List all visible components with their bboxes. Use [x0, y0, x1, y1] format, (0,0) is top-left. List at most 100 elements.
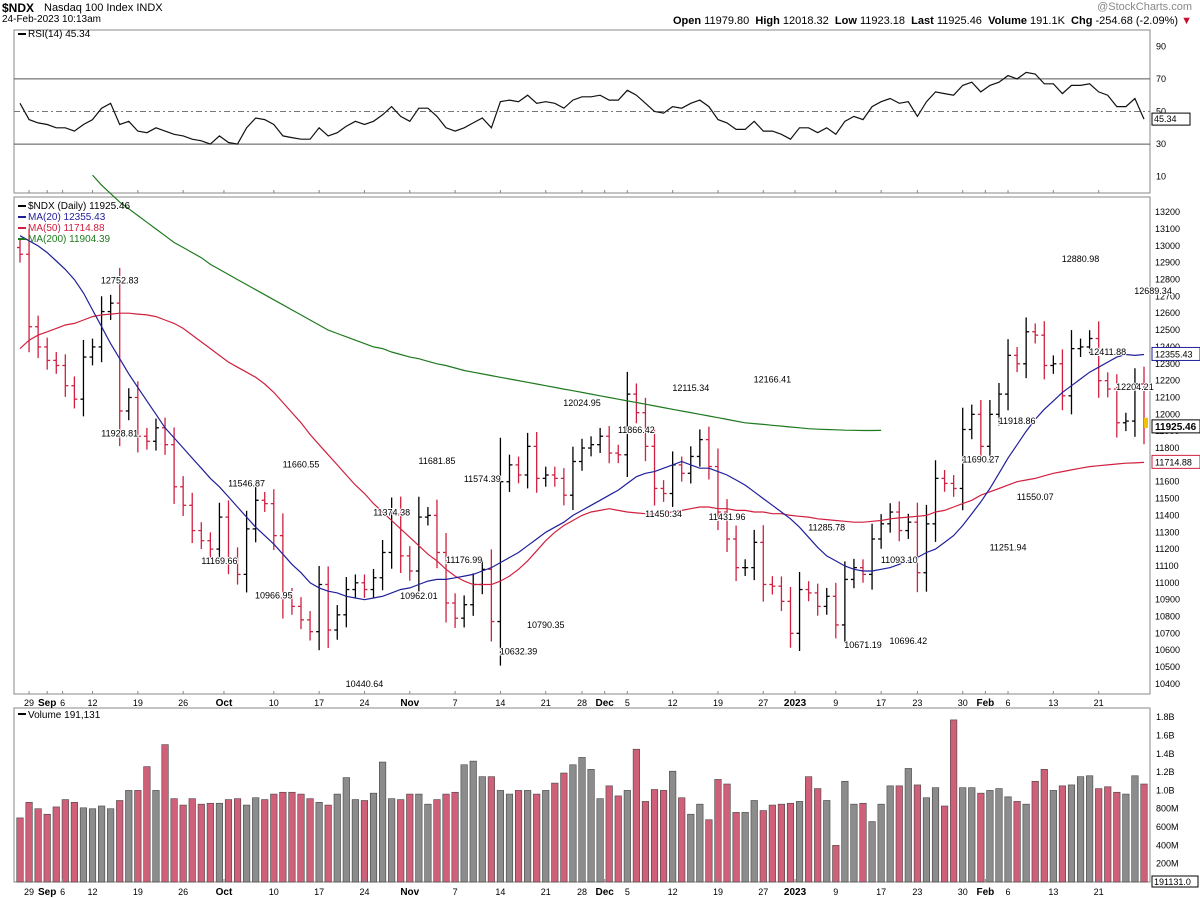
volume-tick-label: 200M [1156, 859, 1179, 869]
date-axis-label: 21 [541, 698, 551, 708]
volume-bar [496, 790, 504, 883]
price-annotation: 12411.88 [1089, 347, 1126, 357]
price-annotation: 11574.39 [464, 474, 501, 484]
volume-bar [43, 813, 51, 883]
price-tick-label: 12200 [1155, 376, 1180, 386]
volume-bar [669, 770, 677, 883]
volume-bar [179, 804, 187, 883]
date-axis-label: 6 [60, 887, 65, 897]
volume-bar [859, 802, 867, 883]
price-legend-label: MA(200) 11904.39 [28, 234, 111, 245]
volume-bar [25, 802, 33, 883]
volume-bar [288, 791, 296, 883]
ma20-line [19, 235, 1145, 601]
volume-bar [705, 819, 713, 883]
rsi-tick-label: 30 [1156, 139, 1166, 149]
rsi-panel-frame [13, 29, 1151, 194]
price-annotation: 10696.42 [890, 636, 928, 646]
date-axis-label: 28 [577, 698, 587, 708]
symbol-label: $NDX [2, 1, 35, 15]
price-tick-label: 12600 [1155, 308, 1180, 318]
volume-bar [1095, 788, 1103, 883]
volume-bar [777, 803, 785, 883]
volume-bar [1122, 793, 1130, 883]
date-axis-label: 12 [668, 698, 678, 708]
volume-tick-label: 1.2B [1156, 767, 1175, 777]
price-annotation: 11176.99 [446, 555, 482, 565]
volume-bar [1004, 796, 1012, 883]
price-annotation: 12752.83 [101, 275, 139, 285]
volume-bar [533, 793, 541, 883]
volume-bar [451, 791, 459, 883]
volume-bar [406, 793, 414, 883]
price-annotation: 12880.98 [1062, 254, 1100, 264]
price-annotation: 12166.41 [754, 374, 792, 384]
rsi-current-box [1151, 112, 1191, 126]
volume-bar [931, 787, 940, 883]
price-tick-label: 12500 [1155, 325, 1180, 335]
volume-bar [623, 790, 631, 883]
rsi-tick-label: 50 [1156, 107, 1166, 117]
date-axis-label: 23 [912, 887, 922, 897]
price-annotation: 11450.34 [645, 509, 682, 519]
volume-bar [52, 806, 60, 883]
volume-bar [170, 798, 178, 883]
volume-bar [134, 790, 142, 883]
volume-bar [678, 797, 686, 883]
date-axis-label: 10 [269, 698, 279, 708]
date-axis-label: 26 [178, 698, 188, 708]
price-annotation: 11550.07 [1017, 492, 1054, 502]
price-tick-label: 12900 [1155, 258, 1180, 268]
price-value-tag-label: 11714.88 [1155, 457, 1192, 467]
volume-bar [388, 798, 396, 883]
price-annotation: 11866.42 [618, 425, 655, 435]
price-annotation: 10440.64 [346, 679, 384, 689]
volume-bar [723, 783, 731, 883]
date-axis-label: 19 [713, 887, 723, 897]
quote-datetime: 24-Feb-2023 10:13am [2, 14, 101, 25]
price-annotation: 11690.27 [962, 455, 999, 465]
price-annotation: 10632.39 [500, 647, 538, 657]
price-tick-label: 11000 [1155, 578, 1179, 588]
volume-bar [478, 776, 486, 883]
volume-bar [786, 802, 795, 883]
price-tick-label: 10900 [1155, 595, 1180, 605]
volume-bar [469, 760, 477, 883]
price-tick-label: 11600 [1155, 477, 1179, 487]
volume-bar [514, 790, 523, 883]
volume-bar [986, 790, 994, 883]
volume-bar [333, 793, 341, 883]
volume-bar [614, 795, 622, 883]
ma50-line [19, 312, 1145, 586]
volume-tick-label: 600M [1156, 822, 1179, 832]
volume-bar [1086, 775, 1094, 883]
date-axis-label: 29 [24, 887, 34, 897]
volume-bar [143, 766, 151, 883]
volume-bar [397, 799, 405, 883]
volume-bar [759, 810, 767, 883]
volume-legend-label: Volume 191,131 [28, 710, 101, 721]
date-axis-label: 28 [577, 887, 587, 897]
volume-bar [850, 803, 858, 883]
price-annotation: 10962.01 [400, 591, 438, 601]
volume-tick-label: 400M [1156, 840, 1179, 850]
volume-tick-label: 1.8B [1156, 712, 1175, 722]
volume-bar [650, 789, 659, 883]
price-annotation: 11660.55 [283, 460, 320, 470]
price-annotation: 10671.19 [844, 640, 882, 650]
rsi-tick-label: 90 [1156, 41, 1166, 51]
volume-bar [505, 793, 514, 883]
volume-bar [1058, 785, 1066, 883]
volume-bar [959, 787, 967, 883]
volume-bar [750, 800, 758, 883]
volume-bar [805, 776, 813, 883]
volume-bar [1140, 783, 1148, 883]
date-axis-label: 14 [495, 698, 505, 708]
date-axis-label: 17 [314, 698, 324, 708]
volume-bar [1022, 803, 1030, 883]
date-axis-label: 9 [833, 887, 838, 897]
volume-bar [542, 790, 550, 883]
volume-bar [941, 805, 949, 883]
price-annotation: 11251.94 [990, 542, 1027, 552]
